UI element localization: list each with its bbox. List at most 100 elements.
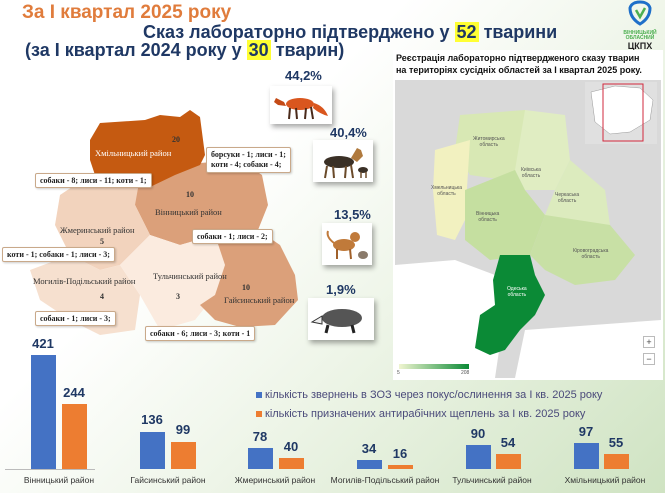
district-zhmerynskyi	[55, 173, 150, 270]
badger-icon	[310, 309, 362, 334]
dog-image	[313, 140, 373, 182]
callout-tulchynskyi: собаки - 1; лиси - 2;	[192, 229, 273, 244]
bar-value: 55	[608, 435, 624, 450]
district-vinnytskyi	[130, 160, 268, 245]
previous-year-note: (за І квартал 2024 року у 30 тварин)	[25, 40, 344, 61]
region-label-cherkasy: Черкаська область	[555, 192, 580, 204]
neighbours-map-shapes	[395, 82, 661, 378]
category-label: Гайсинський район	[130, 475, 206, 485]
page-title: За І квартал 2025 року	[22, 2, 232, 23]
shield-logo-icon	[628, 0, 652, 26]
subtitle: Сказ лабораторно підтверджено у 52 твари…	[143, 22, 557, 43]
category-label: Тульчинський район	[452, 475, 532, 485]
logo-line1: ВІННИЦЬКИЙ	[623, 30, 657, 36]
district-count: 3	[176, 292, 180, 301]
bar-vaccinations	[388, 465, 413, 469]
bar-value: 16	[392, 446, 408, 461]
count-2024: 30	[246, 40, 271, 60]
fox-icon	[274, 98, 328, 120]
callout-mohyliv: собаки - 1; лиси - 3;	[35, 311, 116, 326]
logo: ВІННИЦЬКИЙ ОБЛАСНИЙ ЦКПХ	[618, 0, 662, 51]
prev-prefix: (за І квартал 2024 року у	[25, 40, 247, 60]
bar-visits	[357, 460, 382, 469]
legend-item-visits: кількість звернень в ЗОЗ через покус/осл…	[256, 386, 602, 405]
orange-square-icon	[256, 411, 262, 418]
bar-value: 34	[361, 441, 377, 456]
region-label-kyiv: Київська область	[521, 167, 541, 179]
bar-vaccinations	[279, 458, 304, 469]
legend-item-vaccinations: кількість призначених антирабічних щепле…	[256, 405, 602, 424]
region-label-zhytomyr: Житомирська область	[473, 136, 505, 148]
badger-image	[308, 298, 374, 340]
cat-icon	[326, 230, 368, 260]
callout-khmilnytskyi: собаки - 8; лиси - 11; коти - 1;	[35, 173, 152, 188]
dog-percent: 40,4%	[330, 125, 367, 140]
fox-percent: 44,2%	[285, 68, 322, 83]
map-zoom-in-button[interactable]: +	[643, 336, 655, 348]
neighbours-map-title-line1: Реєстрація лабораторно підтвердженого ск…	[396, 53, 640, 63]
district-khmilnytskyi	[90, 110, 205, 187]
bar-visits	[466, 445, 491, 469]
bar-visits	[140, 432, 165, 469]
badger-percent: 1,9%	[326, 282, 356, 297]
count-2025: 52	[454, 22, 479, 42]
x-axis	[5, 469, 95, 470]
bar-visits	[248, 448, 273, 469]
bar-value: 244	[63, 385, 85, 400]
region-label-vinnytsia: Вінницька область	[476, 211, 500, 223]
scale-min: 5	[397, 370, 400, 376]
neighbours-map-panel: Реєстрація лабораторно підтвердженого ск…	[393, 50, 663, 380]
district-count: 4	[100, 292, 104, 301]
region-label-kirovohrad: Кіровоградська область	[573, 248, 609, 260]
category-label: Хмільницький район	[564, 475, 646, 485]
prev-suffix: тварин)	[270, 40, 345, 60]
callout-zhmerynskyi: коти - 1; собаки - 1; лиси - 3;	[2, 247, 115, 262]
callout-haisynskyi: собаки - 6; лиси - 3; коти - 1	[145, 326, 256, 341]
bar-visits	[574, 443, 599, 469]
bar-value: 78	[252, 429, 268, 444]
bar-vaccinations	[171, 442, 196, 469]
bar-value: 54	[500, 435, 516, 450]
district-label: Вінницький район	[155, 207, 222, 217]
district-count: 20	[172, 135, 180, 144]
neighbours-map-title: Реєстрація лабораторно підтвердженого ск…	[396, 52, 642, 76]
bar-value: 99	[175, 422, 191, 437]
bar-vaccinations	[62, 404, 87, 469]
scale-max: 208	[461, 370, 470, 376]
bar-value: 40	[283, 439, 299, 454]
bar-value: 136	[141, 412, 163, 427]
callout-line: борсуки - 1; лиси - 1;	[211, 150, 286, 159]
district-label: Гайсинський район	[224, 295, 295, 305]
district-haisynskyi	[200, 230, 298, 327]
district-count: 5	[100, 237, 104, 246]
region-label-odesa: Одеська область	[507, 286, 527, 298]
district-label: Жмеринський район	[60, 225, 135, 235]
bar-visits	[31, 355, 56, 469]
district-label: Хмільницький район	[95, 148, 172, 158]
dog-icon	[324, 148, 368, 179]
district-map: 20 Хмільницький район 10 Вінницький райо…	[0, 95, 310, 341]
callout-line: коти - 4; собаки - 4;	[211, 160, 282, 169]
bar-value: 421	[32, 336, 54, 351]
bar-vaccinations	[496, 454, 521, 469]
category-label: Могилів-Подільський район	[330, 475, 440, 485]
legend-label: кількість призначених антирабічних щепле…	[265, 408, 586, 420]
district-tulchynskyi	[120, 235, 225, 330]
chart-legend: кількість звернень в ЗОЗ через покус/осл…	[256, 386, 602, 424]
region-label-khmelnytsky: Хмельницька область	[431, 185, 463, 197]
map-zoom-out-button[interactable]: −	[643, 353, 655, 365]
district-count: 10	[242, 283, 250, 292]
district-label: Тульчинський район	[153, 271, 227, 281]
subtitle-suffix: тварини	[478, 22, 558, 42]
logo-abbr: ЦКПХ	[627, 41, 653, 51]
legend-label: кількість звернень в ЗОЗ через покус/осл…	[265, 389, 603, 401]
fox-image	[270, 86, 332, 124]
neighbours-map[interactable]: Житомирська область Хмельницька область Ки…	[395, 80, 661, 378]
district-count: 10	[186, 190, 194, 199]
category-label: Жмеринський район	[234, 475, 316, 485]
district-label: Могилів-Подільський район	[33, 276, 136, 286]
callout-vinnytskyi: борсуки - 1; лиси - 1; коти - 4; собаки …	[206, 147, 291, 173]
bar-value: 97	[578, 424, 594, 439]
subtitle-prefix: Сказ лабораторно підтверджено у	[143, 22, 455, 42]
bar-value: 90	[470, 426, 486, 441]
